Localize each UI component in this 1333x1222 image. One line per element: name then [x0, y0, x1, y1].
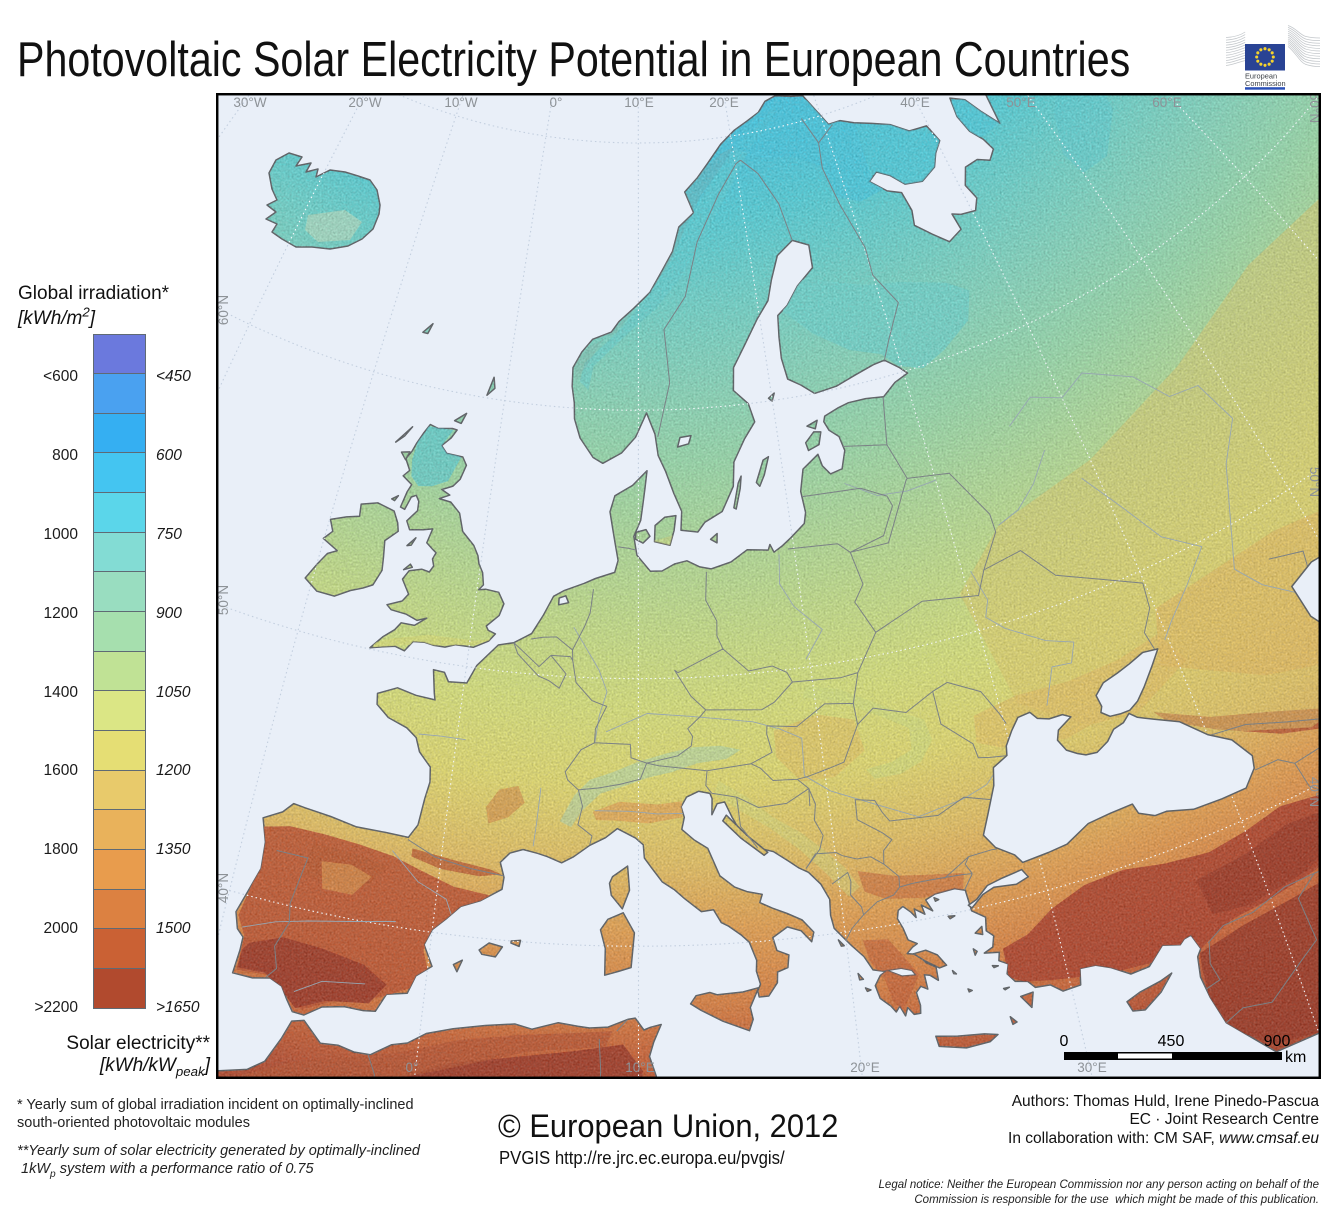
svg-text:0: 0 — [1060, 1033, 1069, 1050]
svg-text:40°N: 40°N — [1307, 777, 1321, 807]
svg-text:40°N: 40°N — [216, 873, 231, 903]
svg-text:European: European — [1245, 72, 1277, 81]
svg-text:30°W: 30°W — [233, 95, 266, 110]
svg-text:60°N: 60°N — [1307, 93, 1321, 123]
svg-text:50°E: 50°E — [1006, 95, 1035, 110]
svg-text:450: 450 — [1158, 1033, 1185, 1050]
svg-text:10°W: 10°W — [444, 95, 477, 110]
svg-text:50°N: 50°N — [216, 585, 231, 615]
svg-text:0°: 0° — [406, 1060, 419, 1075]
svg-text:Commission: Commission — [1245, 79, 1286, 88]
svg-text:10°E: 10°E — [625, 1060, 654, 1075]
svg-text:60°E: 60°E — [1152, 95, 1181, 110]
svg-text:20°W: 20°W — [348, 95, 381, 110]
svg-text:60°N: 60°N — [216, 295, 231, 325]
svg-text:km: km — [1285, 1049, 1306, 1066]
svg-text:0°: 0° — [550, 95, 563, 110]
svg-text:20°E: 20°E — [850, 1060, 879, 1075]
svg-text:50°N: 50°N — [1307, 467, 1321, 497]
svg-text:20°E: 20°E — [709, 95, 738, 110]
svg-text:10°E: 10°E — [624, 95, 653, 110]
svg-text:40°E: 40°E — [900, 95, 929, 110]
svg-text:30°E: 30°E — [1077, 1060, 1106, 1075]
svg-text:900: 900 — [1264, 1033, 1291, 1050]
